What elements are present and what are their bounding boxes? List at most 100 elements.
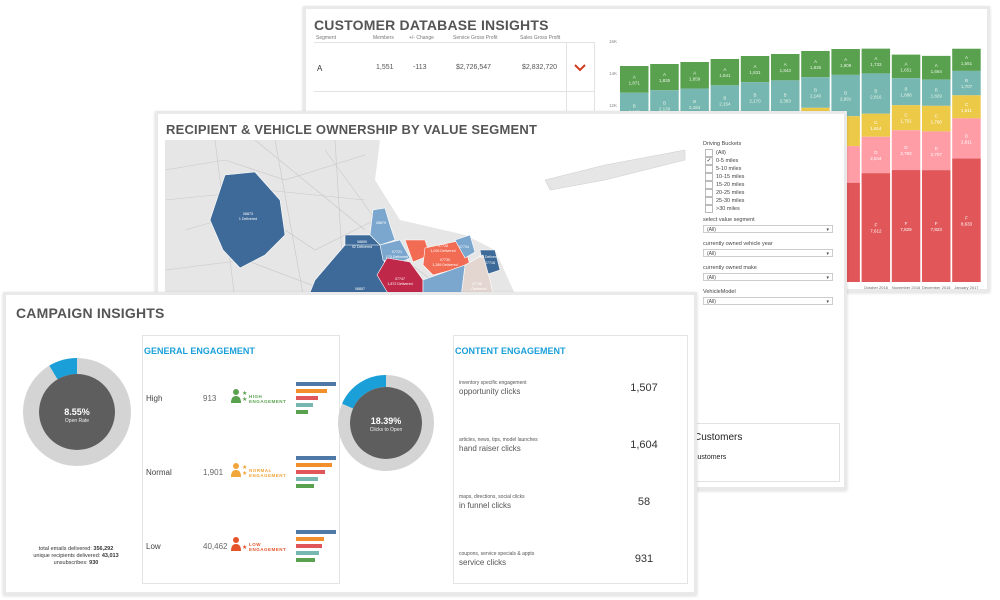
region-label: 1,026 Delivered bbox=[430, 249, 455, 253]
bar-segment-c[interactable] bbox=[922, 105, 951, 132]
content-engagement-box: CONTENT ENGAGEMENT inventory specific en… bbox=[453, 335, 688, 584]
bar-segment-a[interactable] bbox=[891, 54, 921, 79]
bar-series-label: B bbox=[693, 99, 696, 104]
bar-segment-a[interactable] bbox=[861, 48, 891, 74]
bar-value-label: 2,383 bbox=[780, 98, 792, 103]
bar-segment-b[interactable] bbox=[801, 77, 830, 108]
bar-series-label: A bbox=[874, 56, 877, 61]
bar-segment-a[interactable] bbox=[952, 48, 981, 71]
bar-segment-f[interactable] bbox=[922, 170, 951, 282]
checkbox-icon[interactable] bbox=[705, 173, 713, 181]
bar-segment-d[interactable] bbox=[891, 130, 921, 171]
checkbox-label: >30 miles bbox=[716, 206, 740, 212]
driving-bucket-checkbox[interactable]: >30 miles bbox=[705, 205, 740, 213]
bar-segment-b[interactable] bbox=[831, 74, 860, 117]
checkbox-label: 0-5 miles bbox=[716, 158, 739, 164]
bar-series-label: C bbox=[874, 120, 878, 125]
bar-value-label: 1,835 bbox=[810, 65, 822, 70]
bar-segment-f[interactable] bbox=[952, 158, 981, 282]
driving-bucket-checkbox[interactable]: 5-10 miles bbox=[705, 165, 741, 173]
badge-line: ENGAGEMENT bbox=[249, 547, 287, 552]
chevron-down-icon[interactable] bbox=[574, 64, 586, 72]
driving-bucket-checkbox[interactable]: (All) bbox=[705, 149, 726, 157]
checkbox-icon[interactable] bbox=[705, 189, 713, 197]
bar-segment-b[interactable] bbox=[771, 80, 800, 115]
region-label: 07748 bbox=[472, 282, 482, 286]
bar-segment-a[interactable] bbox=[650, 64, 679, 91]
col-header-members: Members bbox=[373, 35, 394, 41]
region-label: 170 Delivered bbox=[386, 255, 408, 259]
bar-segment-b[interactable] bbox=[861, 73, 891, 114]
engagement-badge-text: LOW ENGAGEMENT bbox=[249, 542, 286, 552]
bar-segment-a[interactable] bbox=[740, 56, 770, 83]
engagement-level: Low bbox=[146, 542, 161, 551]
zip-map[interactable]: 08873 1 Delivered 08879 08859 92 Deliver… bbox=[165, 140, 700, 305]
driving-bucket-checkbox[interactable]: 15-20 miles bbox=[705, 181, 744, 189]
bar-segment-b[interactable] bbox=[952, 70, 981, 96]
checkbox-label: 15-20 miles bbox=[716, 182, 745, 188]
mini-bar bbox=[296, 558, 316, 562]
cell-sales-gp: $2,832,720 bbox=[522, 64, 558, 71]
bar-segment-c[interactable] bbox=[952, 95, 981, 119]
campaign-title: CAMPAIGN INSIGHTS bbox=[16, 305, 165, 321]
driving-bucket-checkbox[interactable]: 10-15 miles bbox=[705, 173, 744, 181]
bar-segment-d[interactable] bbox=[922, 131, 951, 171]
select-label: currently owned make bbox=[703, 265, 757, 271]
bar-value-label: 1,841 bbox=[719, 73, 731, 78]
vehicle-year-select[interactable]: (All) ▾ bbox=[703, 249, 833, 257]
bar-segment-a[interactable] bbox=[771, 54, 800, 81]
bar-segment-f[interactable] bbox=[891, 170, 921, 282]
bar-segment-c[interactable] bbox=[891, 105, 921, 131]
bar-segment-a[interactable] bbox=[710, 59, 740, 86]
table-divider bbox=[314, 42, 594, 43]
region-label: 1 Delivered bbox=[239, 217, 257, 221]
bar-segment-d[interactable] bbox=[861, 136, 891, 174]
bar-segment-d[interactable] bbox=[952, 118, 981, 159]
value-segment-select[interactable]: (All) ▾ bbox=[703, 225, 833, 233]
mini-bar bbox=[296, 470, 325, 474]
driving-bucket-checkbox[interactable]: 25-30 miles bbox=[705, 197, 744, 205]
mini-bar bbox=[296, 456, 336, 460]
bar-segment-f[interactable] bbox=[861, 173, 891, 282]
stat-unsubscribes: unsubscribes: 930 bbox=[53, 560, 99, 566]
bar-segment-a[interactable] bbox=[680, 62, 709, 89]
checkbox-icon[interactable] bbox=[705, 181, 713, 189]
dropdown-caret-icon: ▾ bbox=[826, 251, 829, 257]
checkbox-icon[interactable] bbox=[705, 197, 713, 205]
mini-bar bbox=[296, 544, 322, 548]
checkbox-icon[interactable] bbox=[705, 205, 713, 213]
bar-segment-b[interactable] bbox=[740, 82, 770, 114]
badge-line: HIGH bbox=[249, 394, 263, 399]
bar-segment-b[interactable] bbox=[891, 78, 921, 106]
stat-total-emails: total emails delivered: 356,292 bbox=[38, 546, 114, 552]
bar-series-label: B bbox=[965, 78, 968, 83]
cell-members: 1,551 bbox=[376, 64, 394, 71]
bar-series-label: A bbox=[784, 62, 787, 67]
checkbox-icon[interactable] bbox=[705, 149, 713, 157]
general-engagement-title: GENERAL ENGAGEMENT bbox=[144, 346, 255, 356]
driving-bucket-checkbox[interactable]: 20-25 miles bbox=[705, 189, 744, 197]
bar-segment-a[interactable] bbox=[620, 66, 649, 93]
mini-bar bbox=[296, 537, 324, 541]
owned-make-select[interactable]: (All) ▾ bbox=[703, 273, 833, 281]
bar-segment-a[interactable] bbox=[922, 55, 951, 80]
bar-segment-a[interactable] bbox=[831, 49, 860, 75]
bar-series-label: F bbox=[935, 221, 938, 226]
bar-series-label: B bbox=[754, 93, 757, 98]
checkmark-icon[interactable]: ✓ bbox=[705, 157, 713, 165]
bar-segment-b[interactable] bbox=[922, 79, 951, 106]
content-value: 1,507 bbox=[630, 382, 658, 394]
x-tick-label: October 2016 bbox=[864, 285, 889, 290]
vehicle-model-select[interactable]: (All) ▾ bbox=[703, 297, 833, 305]
bar-series-label: A bbox=[723, 67, 726, 72]
bar-value-label: 1,888 bbox=[900, 93, 912, 98]
driving-bucket-checkbox[interactable]: ✓ 0-5 miles bbox=[705, 157, 738, 165]
bar-value-label: 2,816 bbox=[870, 95, 882, 100]
bar-segment-b[interactable] bbox=[710, 85, 740, 117]
bar-value-label: 7,823 bbox=[931, 227, 943, 232]
col-header-segment: Segment bbox=[316, 35, 337, 41]
bar-segment-c[interactable] bbox=[861, 113, 891, 137]
checkbox-icon[interactable] bbox=[705, 165, 713, 173]
bar-value-label: 1,835 bbox=[659, 78, 671, 83]
bar-segment-a[interactable] bbox=[801, 51, 830, 78]
